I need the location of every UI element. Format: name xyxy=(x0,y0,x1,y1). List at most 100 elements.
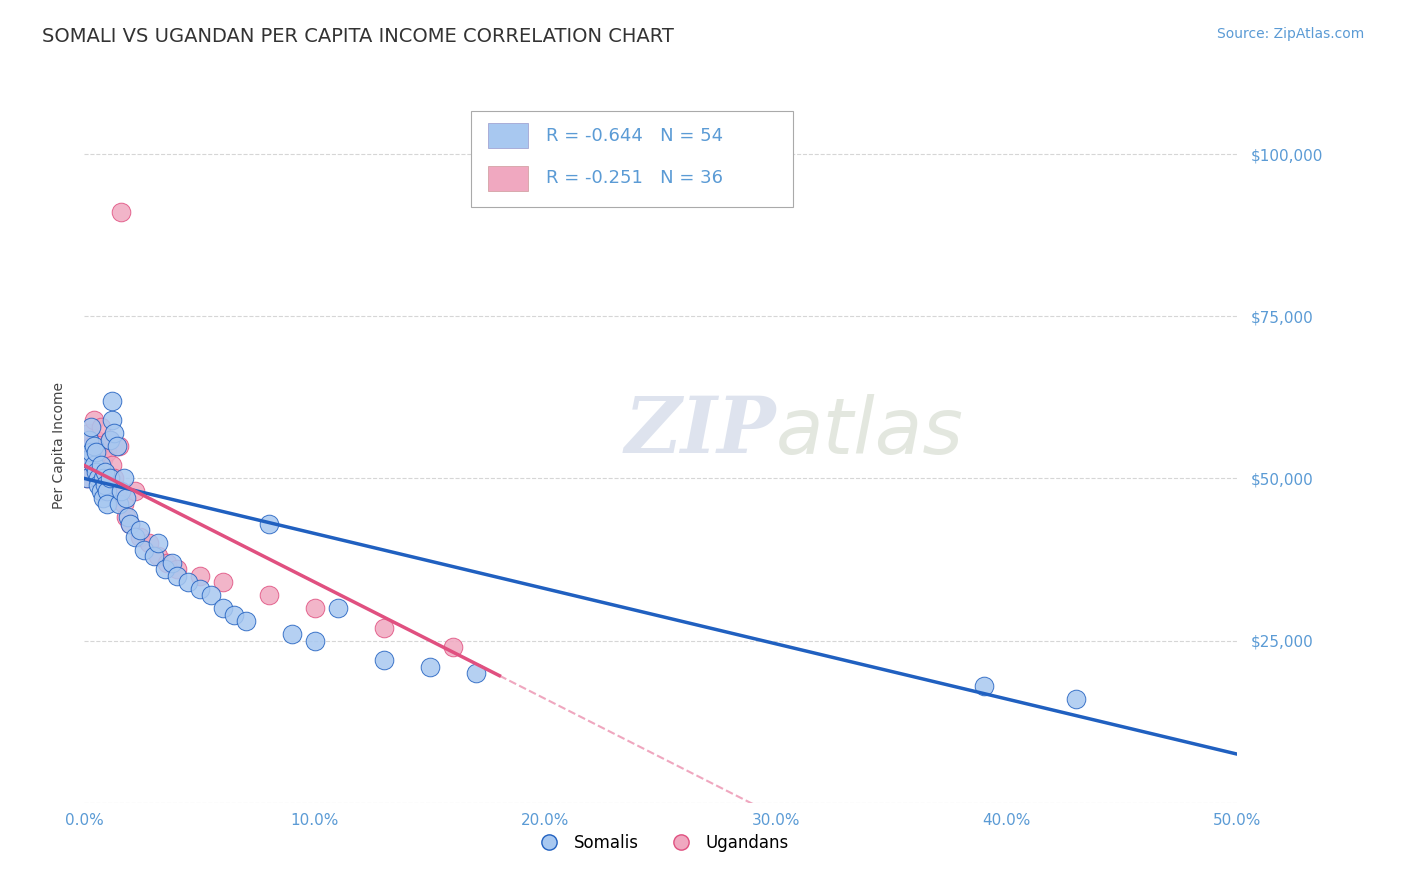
Point xyxy=(110,205,132,219)
FancyBboxPatch shape xyxy=(488,166,529,191)
Point xyxy=(84,458,107,473)
Text: SOMALI VS UGANDAN PER CAPITA INCOME CORRELATION CHART: SOMALI VS UGANDAN PER CAPITA INCOME CORR… xyxy=(42,27,673,45)
Point xyxy=(120,516,142,531)
Y-axis label: Per Capita Income: Per Capita Income xyxy=(52,383,66,509)
Point xyxy=(120,516,142,531)
Point xyxy=(103,425,125,440)
Point xyxy=(134,542,156,557)
Point xyxy=(77,452,100,467)
Point xyxy=(96,497,118,511)
Point xyxy=(211,575,233,590)
Point xyxy=(156,556,179,570)
Point xyxy=(77,433,100,447)
Point xyxy=(84,433,107,447)
Point xyxy=(77,452,100,467)
Point xyxy=(188,568,211,582)
Point xyxy=(304,633,326,648)
Point xyxy=(257,588,280,602)
Point xyxy=(80,419,103,434)
Text: R = -0.251   N = 36: R = -0.251 N = 36 xyxy=(546,169,723,187)
Point xyxy=(281,627,304,641)
Point xyxy=(89,471,111,485)
Point xyxy=(80,439,103,453)
Point xyxy=(128,530,150,544)
Point xyxy=(112,497,135,511)
Point xyxy=(142,549,165,564)
Point xyxy=(257,516,280,531)
Point xyxy=(419,659,441,673)
Point xyxy=(224,607,246,622)
FancyBboxPatch shape xyxy=(488,123,529,148)
Text: ZIP: ZIP xyxy=(624,393,776,470)
Point xyxy=(304,601,326,615)
Point xyxy=(101,413,124,427)
Point xyxy=(166,562,188,576)
Point xyxy=(91,471,114,485)
Point xyxy=(110,484,132,499)
Point xyxy=(83,458,105,473)
Point xyxy=(115,491,138,505)
Point xyxy=(94,478,117,492)
Point xyxy=(373,621,395,635)
Point xyxy=(146,549,169,564)
Point xyxy=(98,433,121,447)
Point xyxy=(87,445,110,459)
Point xyxy=(128,524,150,538)
Point xyxy=(117,510,139,524)
Point xyxy=(89,484,111,499)
Point xyxy=(96,478,118,492)
Point xyxy=(96,445,118,459)
Point xyxy=(115,510,138,524)
Point xyxy=(124,484,146,499)
Point xyxy=(101,458,124,473)
Point xyxy=(153,562,176,576)
Point xyxy=(98,433,121,447)
Point xyxy=(373,653,395,667)
Point xyxy=(146,536,169,550)
Point xyxy=(124,530,146,544)
Point xyxy=(235,614,257,628)
Point xyxy=(83,413,105,427)
Point xyxy=(105,439,128,453)
Point xyxy=(138,536,160,550)
Point xyxy=(89,419,111,434)
Point xyxy=(105,484,128,499)
Point xyxy=(108,497,131,511)
Point xyxy=(94,465,117,479)
Text: atlas: atlas xyxy=(776,393,965,470)
Point xyxy=(326,601,349,615)
Point xyxy=(441,640,464,654)
Point xyxy=(91,491,114,505)
Text: Source: ZipAtlas.com: Source: ZipAtlas.com xyxy=(1216,27,1364,41)
Point xyxy=(89,458,111,473)
Point xyxy=(177,575,200,590)
Point xyxy=(76,471,98,485)
Point xyxy=(200,588,222,602)
FancyBboxPatch shape xyxy=(471,111,793,207)
Point xyxy=(80,445,103,459)
Point xyxy=(101,393,124,408)
Point xyxy=(84,445,107,459)
Point xyxy=(96,484,118,499)
Point xyxy=(166,568,188,582)
Point xyxy=(94,465,117,479)
Point xyxy=(188,582,211,596)
Point xyxy=(83,439,105,453)
Point xyxy=(77,425,100,440)
Point xyxy=(108,439,131,453)
Point xyxy=(80,465,103,479)
Point xyxy=(91,452,114,467)
Point xyxy=(87,478,110,492)
Point xyxy=(103,471,125,485)
Point xyxy=(98,471,121,485)
Legend: Somalis, Ugandans: Somalis, Ugandans xyxy=(526,828,796,859)
Point xyxy=(160,556,183,570)
Point xyxy=(1064,692,1087,706)
Point xyxy=(211,601,233,615)
Point xyxy=(87,471,110,485)
Point xyxy=(84,465,107,479)
Text: R = -0.644   N = 54: R = -0.644 N = 54 xyxy=(546,127,723,145)
Point xyxy=(112,471,135,485)
Point xyxy=(465,666,488,681)
Point xyxy=(973,679,995,693)
